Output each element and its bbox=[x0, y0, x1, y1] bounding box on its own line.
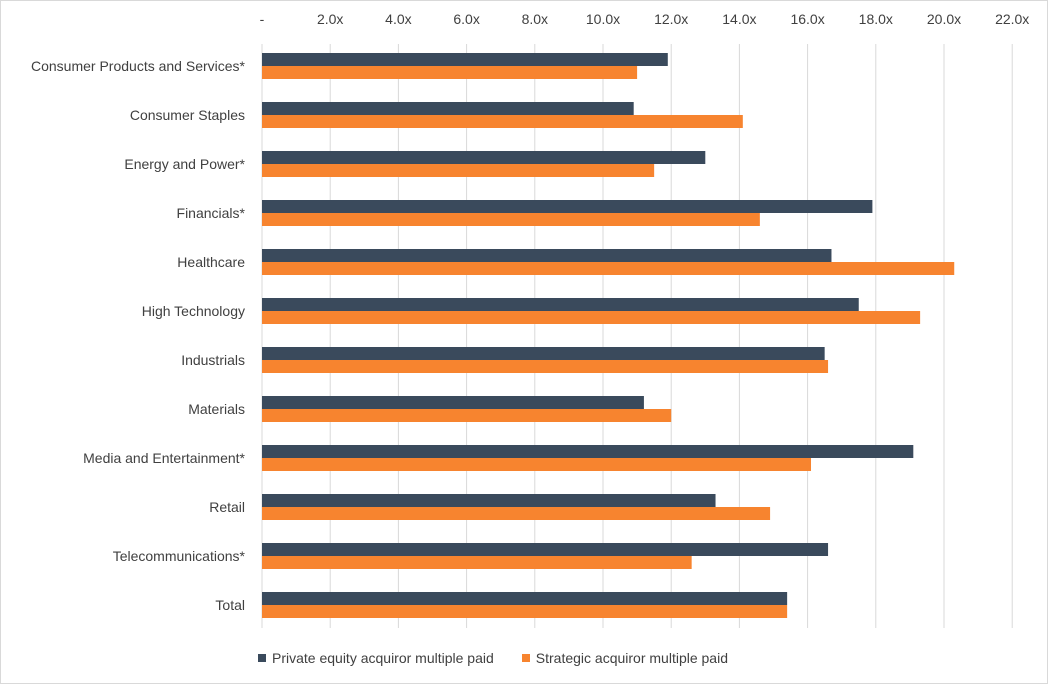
bars bbox=[262, 53, 955, 618]
bar-private-equity bbox=[262, 151, 706, 164]
x-tick-label: - bbox=[260, 11, 265, 27]
legend-label-strategic: Strategic acquiror multiple paid bbox=[535, 650, 728, 666]
x-tick-label: 4.0x bbox=[385, 11, 411, 27]
legend-item-private-equity: Private equity acquiror multiple paid bbox=[258, 650, 494, 666]
bar-private-equity bbox=[262, 396, 644, 409]
x-tick-label: 22.0x bbox=[995, 11, 1029, 27]
x-tick-label: 18.0x bbox=[859, 11, 893, 27]
category-label: Media and Entertainment* bbox=[83, 450, 245, 466]
bar-strategic bbox=[262, 458, 812, 471]
category-label: Total bbox=[215, 597, 245, 613]
bar-strategic bbox=[262, 66, 638, 79]
category-label: High Technology bbox=[142, 303, 245, 319]
bar-private-equity bbox=[262, 102, 634, 115]
bar-private-equity bbox=[262, 53, 668, 66]
bar-strategic bbox=[262, 213, 760, 226]
legend-item-strategic: Strategic acquiror multiple paid bbox=[521, 650, 728, 666]
legend-swatch-private-equity bbox=[258, 654, 266, 662]
bar-private-equity bbox=[262, 200, 873, 213]
bar-private-equity bbox=[262, 347, 825, 360]
bar-strategic bbox=[262, 605, 788, 618]
category-label: Retail bbox=[209, 499, 245, 515]
bar-private-equity bbox=[262, 298, 859, 311]
bar-strategic bbox=[262, 409, 672, 422]
bar-strategic bbox=[262, 556, 692, 569]
bar-strategic bbox=[262, 311, 921, 324]
bar-private-equity bbox=[262, 592, 788, 605]
legend-swatch-strategic bbox=[521, 654, 530, 662]
bar-strategic bbox=[262, 164, 655, 177]
category-label: Consumer Staples bbox=[130, 107, 245, 123]
x-tick-label: 16.0x bbox=[790, 11, 824, 27]
bar-strategic bbox=[262, 507, 771, 520]
category-label: Materials bbox=[188, 401, 245, 417]
category-label: Financials* bbox=[177, 205, 246, 221]
category-label: Healthcare bbox=[177, 254, 245, 270]
x-tick-label: 12.0x bbox=[654, 11, 688, 27]
category-label: Energy and Power* bbox=[124, 156, 245, 172]
x-tick-label: 14.0x bbox=[722, 11, 756, 27]
bar-strategic bbox=[262, 115, 743, 128]
x-axis-ticks: - 2.0x 4.0x 6.0x 8.0x 10.0x 12.0x 14.0x 16.0x 18.… bbox=[260, 11, 1030, 27]
bar-private-equity bbox=[262, 494, 716, 507]
bar-private-equity bbox=[262, 445, 914, 458]
legend-label-private-equity: Private equity acquiror multiple paid bbox=[272, 650, 494, 666]
legend: Private equity acquiror multiple paid St… bbox=[258, 650, 756, 666]
bar-strategic bbox=[262, 262, 955, 275]
category-label: Industrials bbox=[181, 352, 245, 368]
x-tick-label: 20.0x bbox=[927, 11, 961, 27]
category-labels: Consumer Products and Services* Consumer … bbox=[31, 58, 246, 613]
x-tick-label: 8.0x bbox=[522, 11, 548, 27]
bar-private-equity bbox=[262, 543, 829, 556]
category-label: Telecommunications* bbox=[113, 548, 246, 564]
x-tick-label: 10.0x bbox=[586, 11, 620, 27]
x-tick-label: 6.0x bbox=[453, 11, 479, 27]
category-label: Consumer Products and Services* bbox=[31, 58, 246, 74]
bar-strategic bbox=[262, 360, 829, 373]
bar-private-equity bbox=[262, 249, 832, 262]
x-tick-label: 2.0x bbox=[317, 11, 343, 27]
gridlines bbox=[261, 44, 1013, 628]
